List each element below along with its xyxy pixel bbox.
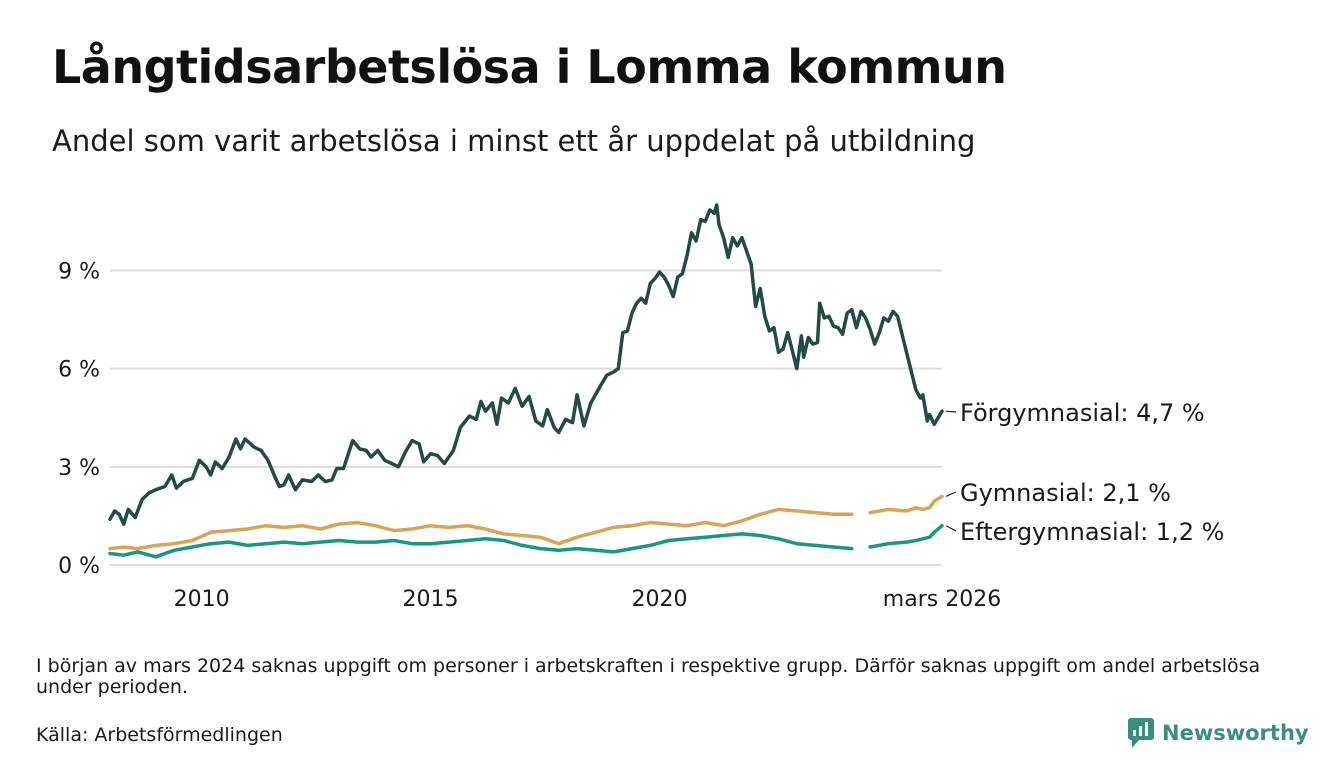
end-label-gymnasial: Gymnasial: 2,1 % <box>960 479 1171 507</box>
newsworthy-logo[interactable]: Newsworthy <box>1128 716 1309 750</box>
series-layer <box>108 203 944 559</box>
chart-subtitle: Andel som varit arbetslösa i minst ett å… <box>52 124 976 158</box>
grid-layer <box>110 269 942 566</box>
logo-text: Newsworthy <box>1162 721 1309 745</box>
end-label-forgymnasial: Förgymnasial: 4,7 % <box>960 399 1205 427</box>
series-line-gymnasial-0 <box>108 507 854 551</box>
chart-logo-icon <box>1128 718 1154 748</box>
chart-title: Långtidsarbetslösa i Lomma kommun <box>52 40 1007 94</box>
end-label-eftergymnasial: Eftergymnasial: 1,2 % <box>960 518 1224 546</box>
y-tick-label: 0 % <box>58 554 100 579</box>
y-tick-label: 3 % <box>58 456 100 481</box>
footnote: I början av mars 2024 saknas uppgift om … <box>36 655 1261 698</box>
x-tick-label: mars 2026 <box>883 587 1001 612</box>
x-tick-label: 2020 <box>631 587 687 612</box>
y-tick-label: 6 % <box>58 358 100 383</box>
leader-line-eftergymnasial <box>945 525 957 532</box>
series-line-eftergymnasial-1 <box>868 523 944 549</box>
series-line-eftergymnasial-0 <box>108 532 854 559</box>
leader-line-forgymnasial <box>945 410 957 413</box>
x-tick-label: 2015 <box>403 587 459 612</box>
y-tick-label: 9 % <box>58 259 100 284</box>
leader-line-gymnasial <box>945 491 957 497</box>
x-tick-label: 2010 <box>174 587 230 612</box>
series-line-gymnasial-1 <box>868 494 944 515</box>
series-line-forgymnasial-0 <box>108 203 944 526</box>
source-text: Källa: Arbetsförmedlingen <box>36 724 283 746</box>
label-layer: 0 % 3 % 6 % 9 % 2010 2015 2020 mars 2026 Förgymn… <box>58 259 1224 612</box>
